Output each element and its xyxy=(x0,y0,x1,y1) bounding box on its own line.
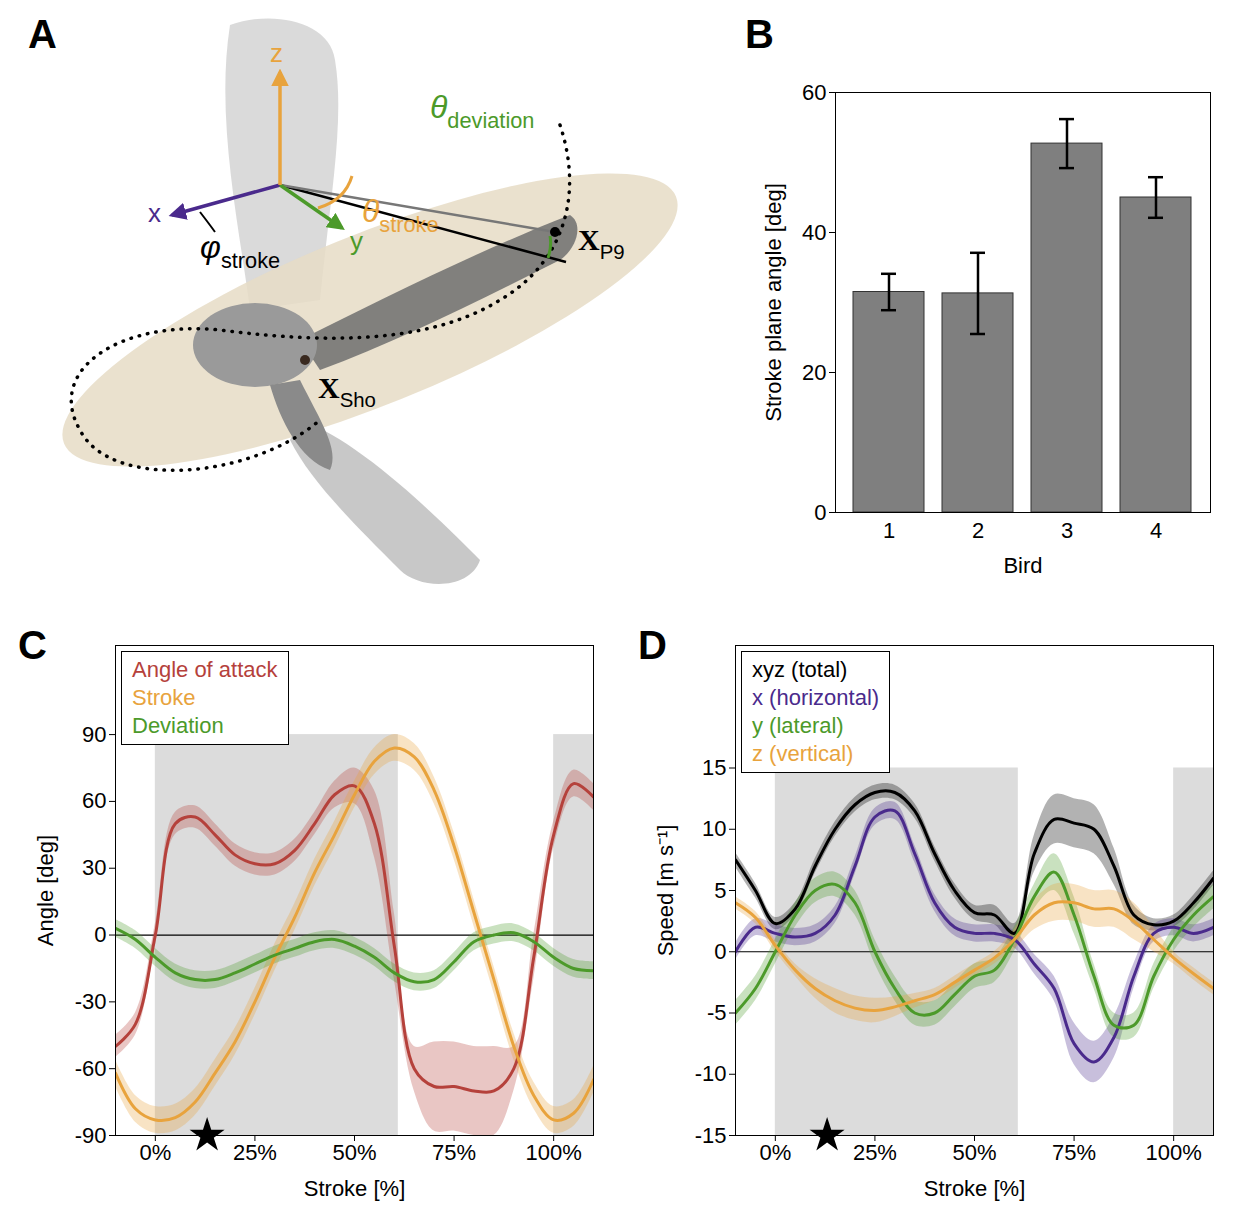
svg-text:2: 2 xyxy=(972,518,984,543)
svg-text:0%: 0% xyxy=(759,1140,791,1165)
svg-text:25%: 25% xyxy=(233,1140,277,1165)
svg-text:-30: -30 xyxy=(75,989,107,1014)
svg-text:15: 15 xyxy=(702,755,726,780)
html-text:D: D xyxy=(638,623,667,667)
svg-text:Stroke [%]: Stroke [%] xyxy=(304,1176,405,1201)
svg-text:Stroke [%]: Stroke [%] xyxy=(924,1176,1025,1201)
svg-text:-5: -5 xyxy=(707,1000,727,1025)
html-text:B: B xyxy=(745,12,774,56)
html-text:Deviation: Deviation xyxy=(132,713,224,738)
svg-text:Stroke plane angle [deg]: Stroke plane angle [deg] xyxy=(761,183,786,422)
html-text:Angle of attack: Angle of attack xyxy=(132,657,278,682)
svg-text:100%: 100% xyxy=(526,1140,582,1165)
html-text:A: A xyxy=(28,12,57,56)
html-text:y (lateral): y (lateral) xyxy=(752,713,844,738)
svg-text:Angle [deg]: Angle [deg] xyxy=(33,835,58,946)
svg-text:25%: 25% xyxy=(853,1140,897,1165)
svg-text:x: x xyxy=(148,198,161,228)
html-text:Stroke: Stroke xyxy=(132,685,196,710)
html-text:xyz (total): xyz (total) xyxy=(752,657,848,682)
svg-text:100%: 100% xyxy=(1146,1140,1202,1165)
svg-text:-60: -60 xyxy=(75,1056,107,1081)
svg-text:XP9: XP9 xyxy=(578,223,625,263)
svg-text:Speed [m s⁻¹]: Speed [m s⁻¹] xyxy=(653,825,678,957)
svg-text:Bird: Bird xyxy=(1003,553,1042,578)
svg-text:4: 4 xyxy=(1150,518,1162,543)
svg-text:0: 0 xyxy=(814,500,826,525)
svg-text:z: z xyxy=(270,38,283,68)
svg-text:50%: 50% xyxy=(332,1140,376,1165)
svg-text:10: 10 xyxy=(702,816,726,841)
svg-text:30: 30 xyxy=(82,855,106,880)
svg-text:θstroke: θstroke xyxy=(362,193,439,237)
svg-text:θdeviation: θdeviation xyxy=(430,89,534,133)
svg-text:60: 60 xyxy=(82,788,106,813)
svg-text:75%: 75% xyxy=(1052,1140,1096,1165)
svg-text:1: 1 xyxy=(883,518,895,543)
svg-text:-90: -90 xyxy=(75,1123,107,1148)
svg-text:60: 60 xyxy=(802,80,826,105)
svg-text:75%: 75% xyxy=(432,1140,476,1165)
svg-text:-15: -15 xyxy=(695,1123,727,1148)
svg-text:y: y xyxy=(350,226,363,256)
svg-text:90: 90 xyxy=(82,722,106,747)
svg-text:0%: 0% xyxy=(139,1140,171,1165)
svg-text:φstroke: φstroke xyxy=(200,229,280,273)
svg-text:5: 5 xyxy=(714,878,726,903)
svg-text:3: 3 xyxy=(1061,518,1073,543)
svg-text:50%: 50% xyxy=(952,1140,996,1165)
svg-text:-10: -10 xyxy=(695,1061,727,1086)
svg-text:XSho: XSho xyxy=(318,371,376,411)
svg-text:20: 20 xyxy=(802,360,826,385)
html-text:z (vertical): z (vertical) xyxy=(752,741,854,766)
svg-text:0: 0 xyxy=(714,939,726,964)
html-text:C: C xyxy=(18,623,47,667)
svg-text:0: 0 xyxy=(94,922,106,947)
html-text:x (horizontal): x (horizontal) xyxy=(752,685,880,710)
svg-text:40: 40 xyxy=(802,220,826,245)
